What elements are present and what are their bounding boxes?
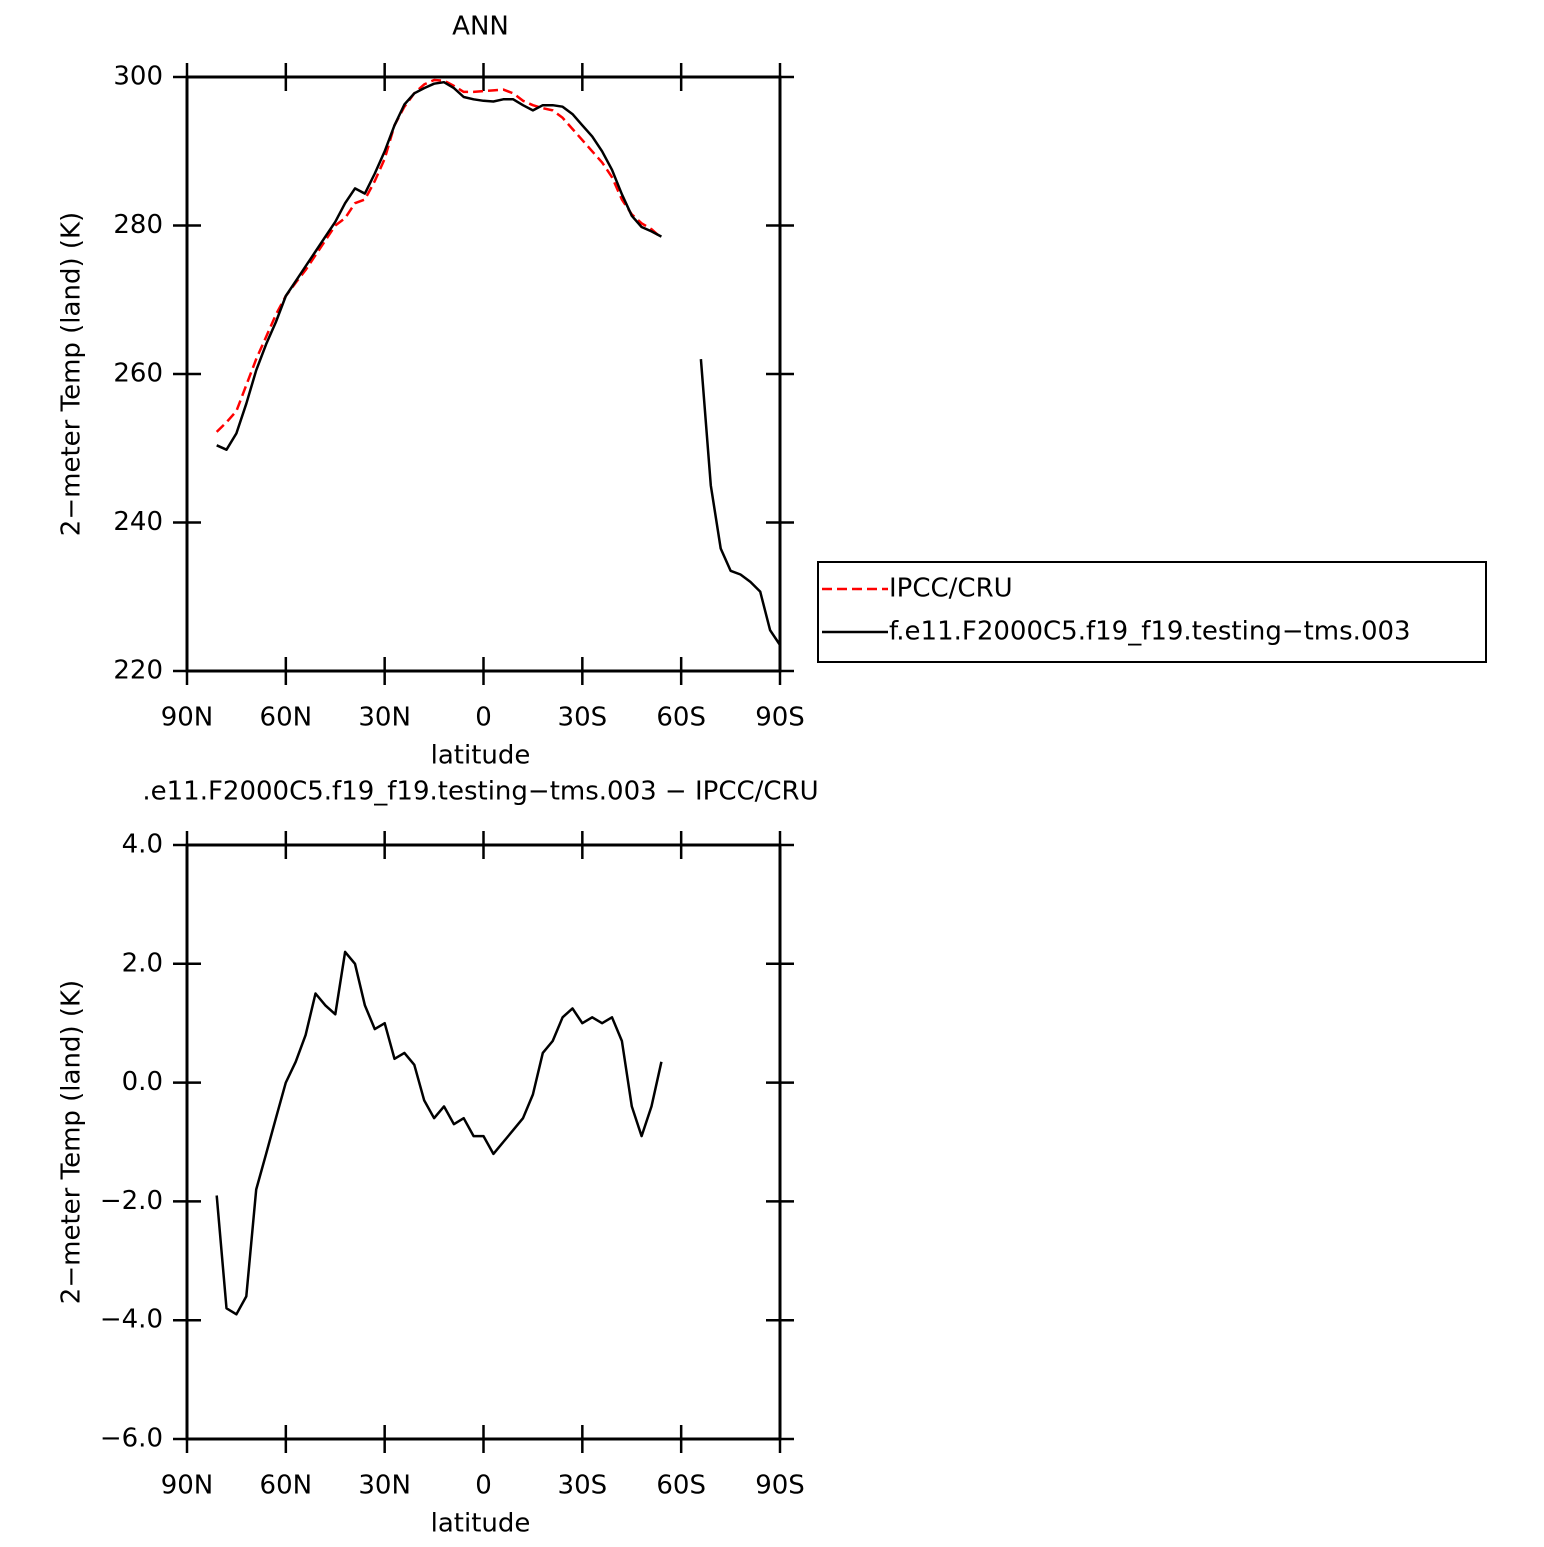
series-line: [215, 950, 663, 1316]
y-tick-label: 280: [113, 210, 163, 240]
y-tick-label: 260: [113, 359, 163, 389]
x-tick-label: 60S: [656, 1471, 706, 1501]
plot-frame: [185, 75, 782, 673]
x-tick-label: 90N: [161, 703, 214, 733]
legend-box: [817, 561, 1487, 663]
series-line: [216, 80, 782, 646]
y-tick-label: 240: [113, 507, 163, 537]
x-tick-label: 0: [475, 1471, 492, 1501]
legend-label: IPCC/CRU: [889, 574, 1013, 604]
y-axis-label: 2−meter Temp (land) (K): [57, 980, 87, 1304]
y-tick-label: 4.0: [122, 830, 163, 860]
x-tick-label: 60N: [260, 1471, 313, 1501]
x-tick-label: 90N: [161, 1471, 214, 1501]
x-tick-label: 90S: [755, 703, 805, 733]
x-tick-label: 30S: [558, 1471, 608, 1501]
x-tick-label: 30S: [558, 703, 608, 733]
chart-title: ANN: [452, 12, 509, 42]
x-axis-label: latitude: [431, 741, 531, 771]
y-tick-label: 0.0: [122, 1067, 163, 1097]
x-tick-label: 30N: [358, 1471, 411, 1501]
chart-title: .e11.F2000C5.f19_f19.testing−tms.003 − I…: [142, 777, 818, 807]
x-tick-label: 90S: [755, 1471, 805, 1501]
y-tick-label: 220: [113, 656, 163, 686]
legend-label: f.e11.F2000C5.f19_f19.testing−tms.003: [889, 617, 1411, 647]
plot-frame: [185, 843, 782, 1441]
x-tick-label: 0: [475, 703, 492, 733]
x-axis-label: latitude: [431, 1509, 531, 1539]
y-tick-label: −4.0: [100, 1305, 163, 1335]
y-tick-label: −6.0: [100, 1424, 163, 1454]
x-tick-label: 60S: [656, 703, 706, 733]
y-axis-label: 2−meter Temp (land) (K): [57, 212, 87, 536]
y-tick-label: 300: [113, 62, 163, 92]
y-tick-label: −2.0: [100, 1186, 163, 1216]
series-line: [215, 78, 663, 433]
x-tick-label: 60N: [260, 703, 313, 733]
y-tick-label: 2.0: [122, 948, 163, 978]
x-tick-label: 30N: [358, 703, 411, 733]
